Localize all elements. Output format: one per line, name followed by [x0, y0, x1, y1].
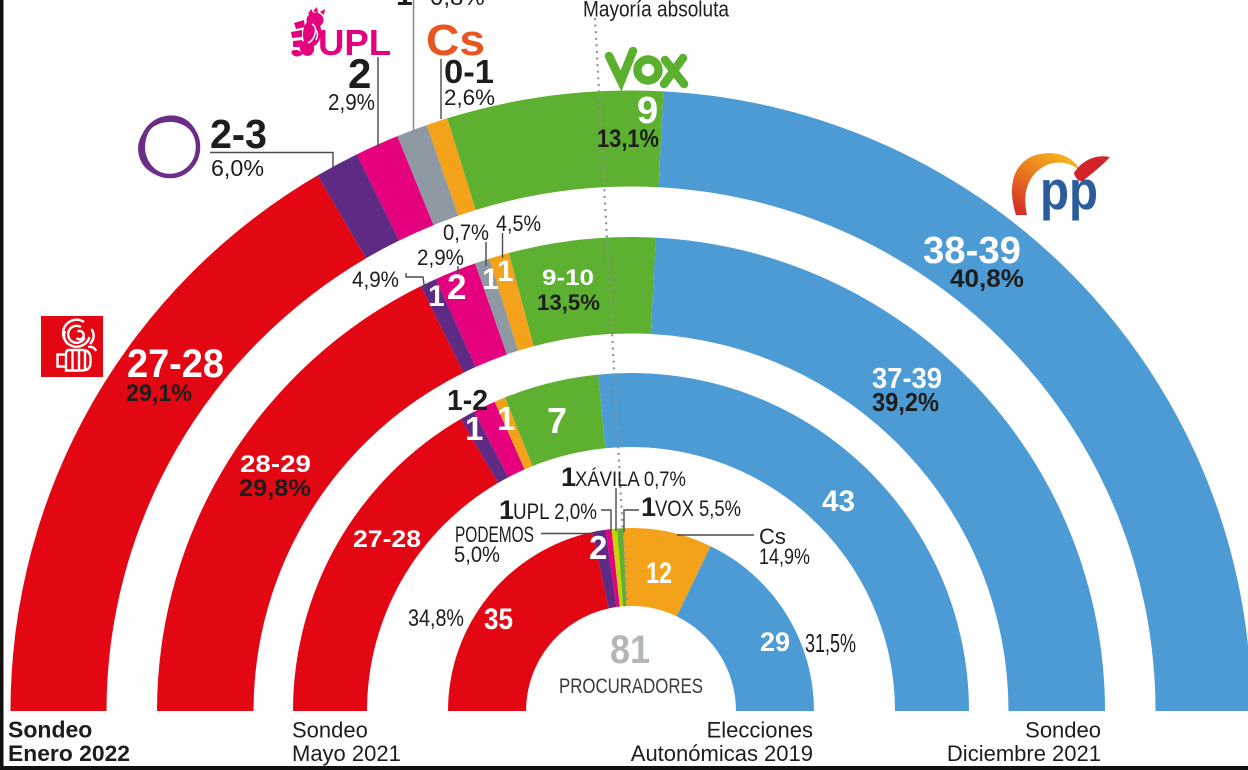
svg-text:Enero 2022: Enero 2022	[8, 741, 130, 766]
svg-text:12: 12	[646, 557, 672, 590]
svg-text:31,5%: 31,5%	[805, 628, 856, 658]
svg-text:pp: pp	[1040, 159, 1098, 221]
svg-text:29,8%: 29,8%	[239, 475, 311, 502]
svg-text:1: 1	[497, 400, 515, 437]
svg-text:PODEMOS: PODEMOS	[455, 522, 534, 547]
svg-text:43: 43	[822, 485, 855, 518]
svg-text:6,0%: 6,0%	[211, 155, 264, 181]
svg-text:2,9%: 2,9%	[417, 245, 464, 270]
svg-text:XÁVILA 0,7%: XÁVILA 0,7%	[575, 468, 686, 491]
svg-text:1: 1	[482, 263, 499, 296]
svg-text:0,7%: 0,7%	[443, 220, 489, 245]
svg-text:0-1: 0-1	[444, 53, 494, 90]
svg-text:Sondeo: Sondeo	[1025, 718, 1101, 743]
svg-text:Mayo 2021: Mayo 2021	[292, 741, 401, 766]
svg-text:2: 2	[589, 529, 607, 566]
svg-text:2: 2	[447, 268, 466, 307]
svg-text:Mayoría absoluta: Mayoría absoluta	[583, 0, 730, 22]
svg-text:5,0%: 5,0%	[454, 542, 500, 567]
svg-text:1: 1	[465, 410, 483, 447]
svg-text:UPL: UPL	[318, 22, 391, 63]
svg-text:29,1%: 29,1%	[126, 380, 192, 407]
svg-text:14,9%: 14,9%	[759, 544, 810, 569]
svg-text:81: 81	[610, 628, 650, 672]
svg-text:2-3: 2-3	[210, 111, 267, 157]
svg-text:Sondeo: Sondeo	[292, 718, 368, 743]
svg-text:Sondeo: Sondeo	[8, 717, 92, 743]
svg-text:Cs: Cs	[759, 524, 786, 549]
svg-text:PROCURADORES: PROCURADORES	[559, 675, 703, 698]
svg-text:9: 9	[637, 90, 658, 132]
svg-text:4,5%: 4,5%	[496, 211, 541, 236]
svg-text:29: 29	[760, 627, 790, 657]
svg-text:27-28: 27-28	[127, 342, 224, 386]
svg-text:1: 1	[428, 280, 445, 313]
svg-text:2: 2	[348, 50, 371, 97]
svg-text:2,9%: 2,9%	[328, 89, 375, 115]
svg-text:13,1%: 13,1%	[597, 125, 659, 153]
svg-text:1: 1	[396, 0, 413, 12]
svg-text:0,8%: 0,8%	[430, 0, 485, 11]
svg-text:1: 1	[561, 462, 576, 492]
svg-text:35: 35	[484, 603, 513, 636]
svg-text:38-39: 38-39	[923, 230, 1021, 272]
svg-text:4,9%: 4,9%	[352, 267, 399, 292]
svg-text:9-10: 9-10	[542, 265, 594, 290]
svg-text:Diciembre 2021: Diciembre 2021	[947, 741, 1101, 766]
svg-text:1: 1	[499, 495, 514, 525]
svg-text:Elecciones: Elecciones	[707, 718, 813, 743]
svg-text:7: 7	[547, 400, 567, 441]
svg-text:VOX 5,5%: VOX 5,5%	[655, 496, 741, 521]
svg-text:39,2%: 39,2%	[872, 387, 939, 417]
svg-text:37-39: 37-39	[872, 363, 942, 395]
svg-text:2,6%: 2,6%	[444, 85, 495, 110]
svg-text:Autonómicas 2019: Autonómicas 2019	[631, 741, 813, 766]
svg-text:1: 1	[497, 255, 514, 288]
svg-text:27-28: 27-28	[353, 526, 421, 553]
svg-text:UPL 2,0%: UPL 2,0%	[513, 499, 597, 524]
svg-text:34,8%: 34,8%	[408, 605, 464, 632]
svg-text:28-29: 28-29	[240, 451, 311, 478]
svg-text:1: 1	[641, 492, 656, 522]
svg-text:1-2: 1-2	[447, 385, 488, 417]
svg-text:40,8%: 40,8%	[950, 265, 1024, 293]
svg-text:Cs: Cs	[426, 16, 485, 65]
svg-text:13,5%: 13,5%	[537, 290, 600, 315]
